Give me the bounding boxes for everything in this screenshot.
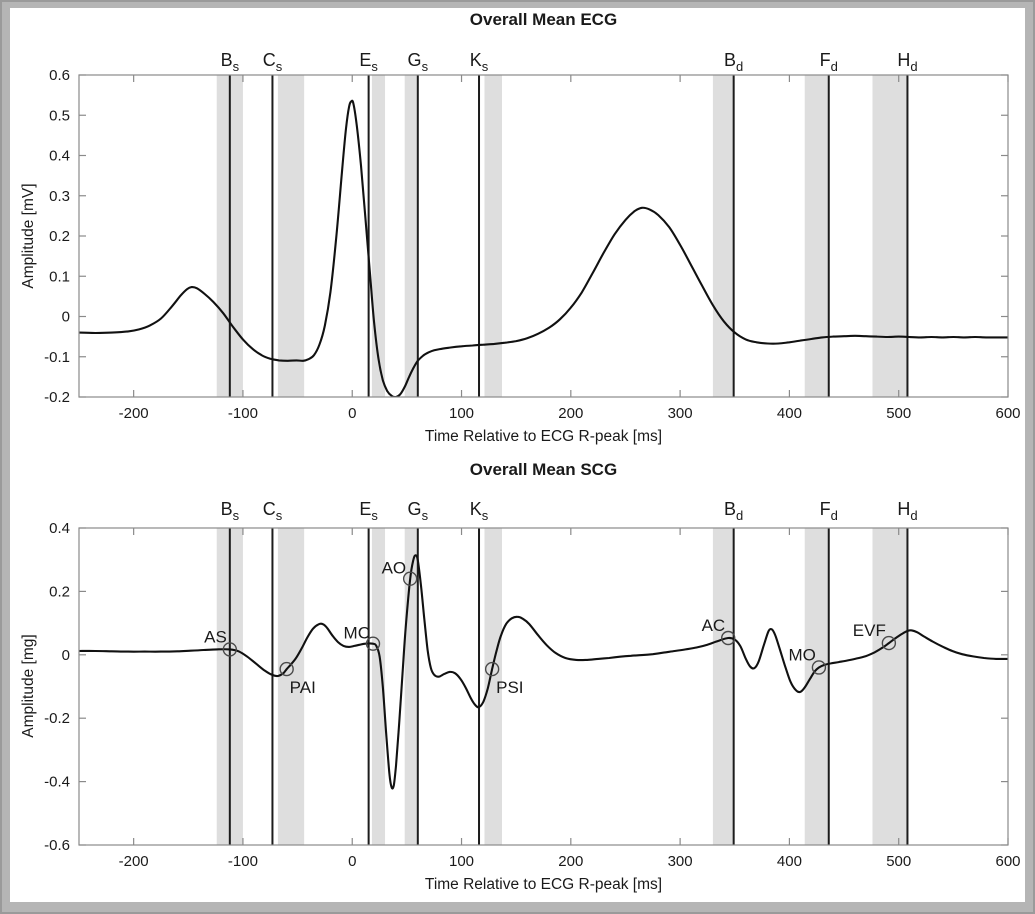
scg-plot: Bs Cs Es Gs Ks Bd Fd Hd AS PAI MC AO PSI AC MO EVF -200 -…: [44, 499, 1020, 870]
x-tick-label: 600: [995, 853, 1020, 870]
event-label-Fd: Fd: [820, 50, 838, 74]
ecg-scg-figure-canvas: Bs Cs Es Gs Ks Bd Fd Hd -200 -100 0 100 200 300 400 500…: [44, 50, 1020, 870]
x-tick-label: -200: [119, 853, 149, 870]
x-tick-label: 0: [348, 853, 356, 870]
fiducial-label-PAI: PAI: [290, 678, 316, 697]
event-label-Es: Es: [359, 499, 378, 523]
x-tick-label: -100: [228, 405, 258, 422]
y-tick-label: -0.2: [44, 710, 70, 727]
x-tick-label: 200: [558, 853, 583, 870]
fiducial-label-AC: AC: [702, 616, 726, 635]
event-label-Gs: Gs: [408, 499, 429, 523]
x-tick-label: 400: [777, 853, 802, 870]
y-tick-label: 0.4: [49, 148, 70, 165]
fiducial-marker-AC: [721, 630, 736, 646]
x-tick-label: -100: [228, 853, 258, 870]
event-band-Hd: [872, 528, 908, 845]
y-tick-label: 0.4: [49, 520, 70, 537]
y-tick-label: 0.3: [49, 188, 70, 205]
event-band-Cs: [277, 528, 305, 845]
fiducial-marker-AO: [402, 571, 418, 586]
fiducial-label-PSI: PSI: [496, 678, 523, 697]
event-label-Hd: Hd: [897, 499, 917, 523]
event-label-Ks: Ks: [470, 499, 489, 523]
fiducial-marker-MO: [811, 660, 827, 675]
event-label-Es: Es: [359, 50, 378, 74]
event-band-Gs: [404, 75, 418, 397]
event-label-Cs: Cs: [263, 499, 283, 523]
y-tick-label: 0.6: [49, 67, 70, 84]
fiducial-marker-MC: [365, 636, 381, 651]
scg-x-axis-label: Time Relative to ECG R-peak [ms]: [424, 876, 663, 893]
event-band-Hd: [872, 75, 908, 397]
fiducial-marker-AS: [222, 642, 238, 657]
fiducial-label-AS: AS: [204, 627, 227, 646]
ecg-plot-title: Overall Mean ECG: [469, 10, 618, 29]
y-tick-label: 0: [62, 309, 70, 326]
event-band-Ks: [484, 75, 502, 397]
y-tick-label: 0: [62, 647, 70, 664]
x-tick-label: 300: [668, 853, 693, 870]
ecg-y-axis-label: Amplitude [mV]: [20, 183, 37, 289]
event-label-Bs: Bs: [221, 499, 240, 523]
x-tick-label: 100: [449, 405, 474, 422]
fiducial-label-AO: AO: [382, 559, 407, 578]
x-tick-label: 500: [886, 405, 911, 422]
event-band-Fd: [804, 75, 829, 397]
event-band-Cs: [277, 75, 305, 397]
event-band-Es: [371, 75, 386, 397]
x-tick-label: 500: [886, 853, 911, 870]
x-tick-label: -200: [119, 405, 149, 422]
event-label-Bd: Bd: [724, 499, 743, 523]
event-label-Gs: Gs: [408, 50, 429, 74]
event-label-Cs: Cs: [263, 50, 283, 74]
event-band-Es: [371, 528, 386, 845]
x-tick-label: 100: [449, 853, 474, 870]
event-label-Hd: Hd: [897, 50, 917, 74]
fiducial-marker-PSI: [484, 661, 500, 677]
scg-y-axis-label: Amplitude [mg]: [20, 634, 37, 738]
fiducial-marker-PAI: [279, 661, 294, 677]
event-label-Fd: Fd: [820, 499, 838, 523]
x-tick-label: 0: [348, 405, 356, 422]
event-band-Ks: [484, 528, 502, 845]
x-tick-label: 200: [558, 405, 583, 422]
event-band-Fd: [804, 528, 829, 845]
y-tick-label: 0.1: [49, 268, 70, 285]
event-label-Bd: Bd: [724, 50, 743, 74]
axes-box: [78, 527, 1009, 846]
mean-scg-curve: [79, 554, 1008, 790]
y-tick-label: 0.2: [49, 228, 70, 245]
x-tick-label: 600: [995, 405, 1020, 422]
fiducial-marker-EVF: [881, 635, 897, 651]
mean-ecg-curve: [79, 99, 1008, 397]
y-tick-label: -0.1: [44, 349, 70, 366]
ecg-x-axis-label: Time Relative to ECG R-peak [ms]: [424, 428, 663, 445]
ecg-plot: Bs Cs Es Gs Ks Bd Fd Hd -200 -100 0 100 200 300 400 500…: [44, 50, 1020, 422]
y-tick-label: -0.2: [44, 389, 70, 406]
y-tick-label: -0.6: [44, 837, 70, 854]
x-tick-label: 400: [777, 405, 802, 422]
y-tick-label: 0.2: [49, 583, 70, 600]
y-tick-label: -0.4: [44, 774, 70, 791]
event-label-Ks: Ks: [470, 50, 489, 74]
event-label-Bs: Bs: [221, 50, 240, 74]
fiducial-label-EVF: EVF: [853, 621, 886, 640]
fiducial-label-MO: MO: [789, 645, 816, 664]
event-band-Bd: [712, 528, 734, 845]
y-tick-label: 0.5: [49, 107, 70, 124]
x-tick-label: 300: [668, 405, 693, 422]
figure-panel: Bs Cs Es Gs Ks Bd Fd Hd -200 -100 0 100 200 300 400 500…: [10, 8, 1025, 902]
event-band-Bd: [712, 75, 734, 397]
scg-plot-title: Overall Mean SCG: [469, 460, 618, 479]
fiducial-label-MC: MC: [344, 624, 370, 643]
